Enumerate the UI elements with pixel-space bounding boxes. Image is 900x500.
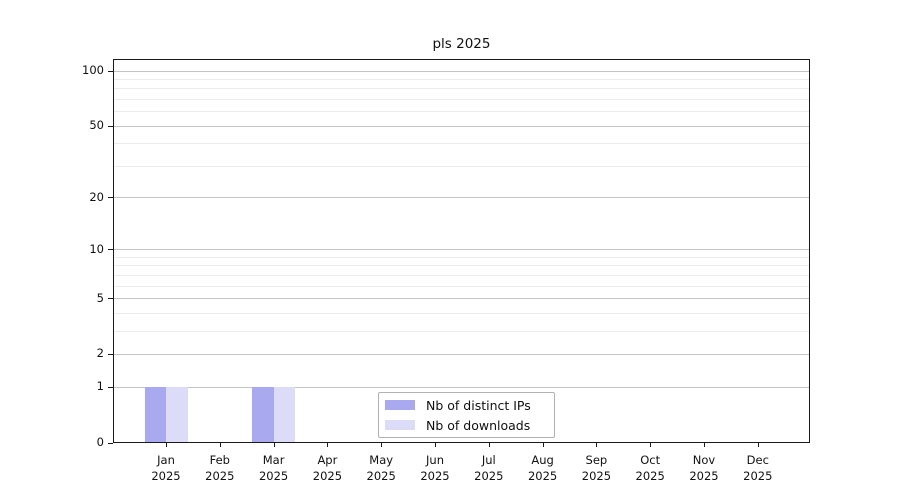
x-axis-month-label: Sep 2025	[581, 453, 612, 483]
legend-row: Nb of downloads	[379, 415, 554, 435]
y-axis-tick-label: 50	[89, 118, 104, 133]
y-axis-tick	[108, 70, 113, 72]
y-axis-tick	[108, 298, 113, 300]
y-axis-tick-label: 10	[89, 241, 104, 256]
gridline-major	[114, 353, 809, 355]
legend-label: Nb of distinct IPs	[426, 397, 531, 413]
y-axis-tick	[108, 386, 113, 388]
y-axis-tick-label: 2	[96, 346, 104, 361]
gridline-major	[114, 125, 809, 127]
x-axis-tick	[542, 443, 544, 447]
bar-downloads	[273, 386, 296, 442]
y-axis-tick	[108, 249, 113, 251]
x-axis-tick	[596, 443, 598, 447]
x-axis-tick	[219, 443, 221, 447]
gridline-major	[114, 386, 809, 388]
legend-row: Nb of distinct IPs	[379, 395, 554, 415]
y-axis-tick-label: 20	[89, 189, 104, 204]
x-axis-tick	[273, 443, 275, 447]
x-axis-tick	[381, 443, 383, 447]
gridline-minor	[114, 256, 809, 258]
bar-downloads	[166, 386, 188, 442]
gridline-minor	[114, 330, 809, 332]
gridline-minor	[114, 285, 809, 287]
legend-swatch-distinct-ips	[385, 399, 415, 411]
x-axis-month-label: Jun 2025	[420, 453, 450, 483]
x-axis-month-label: May 2025	[366, 453, 396, 483]
gridline-minor	[114, 111, 809, 113]
legend-label: Nb of downloads	[426, 417, 531, 433]
y-axis-tick-label: 1	[96, 379, 104, 394]
x-axis-tick	[704, 443, 705, 447]
x-axis-month-label: Nov 2025	[689, 453, 719, 483]
gridline-minor	[114, 165, 809, 167]
gridline-major	[114, 298, 809, 300]
gridline-minor	[114, 98, 809, 100]
gridline-minor	[114, 78, 809, 80]
legend-box: Nb of distinct IPs Nb of downloads	[378, 392, 555, 438]
gridline-minor	[114, 265, 809, 267]
chart-title: pls 2025	[432, 36, 491, 52]
y-axis-tick-label: 0	[96, 435, 104, 449]
gridline-major	[114, 70, 809, 72]
x-axis-tick	[650, 443, 652, 447]
gridline-major	[114, 249, 809, 251]
x-axis-month-label: Jul 2025	[474, 453, 504, 483]
x-axis-month-label: Jan 2025	[151, 453, 181, 483]
plot-frame	[113, 59, 810, 443]
gridline-minor	[114, 274, 809, 276]
x-axis-tick	[757, 443, 759, 447]
y-axis-tick	[108, 442, 113, 444]
gridline-major	[114, 197, 809, 199]
x-axis-month-label: Dec 2025	[743, 453, 773, 483]
x-axis-month-label: Mar 2025	[258, 453, 289, 483]
x-axis-tick	[488, 443, 490, 447]
x-axis-month-label: Feb 2025	[205, 453, 235, 483]
bar-distinct-ips	[144, 386, 166, 442]
x-axis-month-label: Apr 2025	[312, 453, 343, 483]
legend-swatch-downloads	[385, 419, 415, 431]
bar-distinct-ips	[252, 386, 274, 442]
gridline-minor	[114, 312, 809, 314]
gridline-minor	[114, 88, 809, 90]
x-axis-tick	[166, 443, 167, 447]
y-axis-tick-label: 100	[82, 63, 104, 77]
x-axis-tick	[435, 443, 436, 447]
y-axis-tick	[108, 197, 113, 199]
x-axis-month-label: Oct 2025	[635, 453, 665, 483]
y-axis-tick	[108, 125, 113, 127]
x-axis-month-label: Aug 2025	[527, 453, 558, 483]
y-axis-tick	[108, 353, 113, 355]
gridline-minor	[114, 143, 809, 145]
x-axis-tick	[327, 443, 329, 447]
y-axis-tick-label: 5	[96, 290, 104, 305]
